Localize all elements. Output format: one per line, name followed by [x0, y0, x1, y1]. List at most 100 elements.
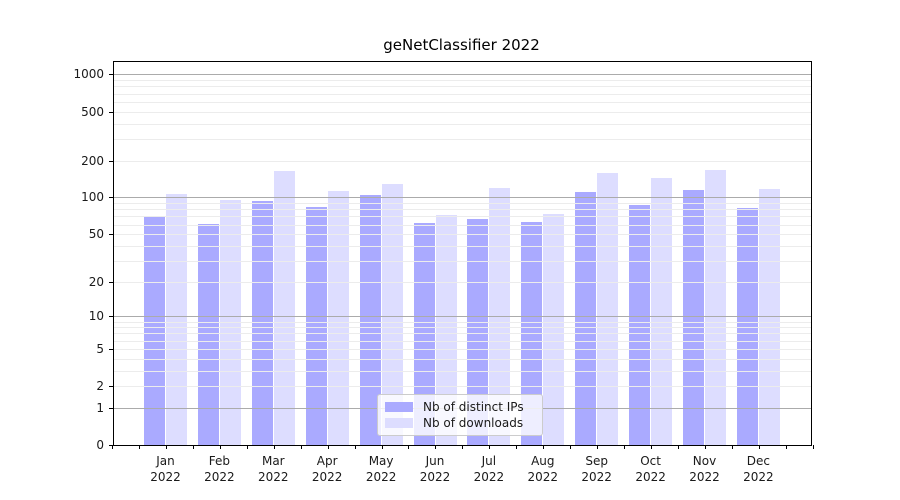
y-tick [109, 445, 113, 446]
x-tick [731, 445, 733, 449]
x-month-label: Jun 2022 [419, 454, 451, 484]
bar-downloads [273, 171, 295, 445]
y-tick [109, 407, 113, 409]
y-tick-label: 500 [81, 104, 104, 119]
x-tick [785, 445, 787, 449]
gridline-minor [114, 245, 811, 247]
y-tick [109, 316, 113, 318]
x-month-label: Jul 2022 [473, 454, 505, 484]
x-tick [219, 445, 221, 449]
x-month-label: Nov 2022 [689, 454, 720, 484]
legend: Nb of distinct IPs Nb of downloads [377, 394, 543, 436]
y-tick-label: 50 [88, 227, 104, 242]
x-month-label: Sep 2022 [581, 454, 612, 484]
x-tick [273, 445, 275, 449]
gridline-major [114, 316, 811, 318]
gridline-minor [114, 123, 811, 125]
y-tick [109, 197, 113, 199]
x-tick [435, 445, 437, 449]
bar-downloads [651, 178, 673, 445]
x-month-label: May 2022 [365, 454, 397, 484]
x-tick [327, 445, 329, 449]
x-tick [677, 445, 679, 449]
legend-swatch-distinct-ips [385, 402, 413, 412]
y-tick-label: 10 [88, 309, 104, 324]
y-tick [109, 160, 113, 162]
x-tick [543, 445, 545, 449]
gridline-minor [114, 281, 811, 283]
x-month-label: Oct 2022 [635, 454, 666, 484]
legend-entry-distinct-ips: Nb of distinct IPs [385, 399, 536, 415]
x-tick [246, 445, 248, 449]
bar-downloads [327, 190, 349, 445]
x-tick [408, 445, 410, 449]
y-tick [109, 281, 113, 283]
x-tick [704, 445, 706, 449]
x-tick [354, 445, 356, 449]
gridline-minor [114, 340, 811, 342]
y-tick-label: 200 [81, 153, 104, 168]
y-tick-label: 5 [96, 341, 104, 356]
legend-label-distinct-ips: Nb of distinct IPs [423, 400, 524, 414]
gridline-minor [114, 93, 811, 95]
gridline-minor [114, 138, 811, 140]
bar-distinct-ips [144, 215, 165, 445]
x-tick [138, 445, 140, 449]
x-tick [651, 445, 652, 449]
x-tick [489, 445, 491, 449]
x-tick [516, 445, 518, 449]
plot-area: 1000 500 200 100 50 20 10 5 2 1 0 Jan 2022 Feb 2022 M… [73, 61, 814, 484]
x-month-label: Feb 2022 [204, 454, 235, 484]
gridline-minor [114, 234, 811, 236]
bar-downloads [705, 170, 726, 445]
bar-distinct-ips [736, 207, 758, 445]
legend-swatch-downloads [385, 418, 413, 428]
x-tick [597, 445, 599, 449]
y-tick-label: 1 [96, 400, 104, 415]
bar-downloads [166, 193, 187, 445]
bar-downloads [543, 214, 565, 445]
gridline-minor [114, 203, 811, 205]
y-tick [109, 386, 113, 388]
bar-distinct-ips [683, 190, 704, 445]
y-tick [109, 111, 113, 113]
y-tick-label: 100 [81, 190, 104, 205]
x-tick [300, 445, 302, 449]
gridline-major [114, 197, 811, 199]
gridline-minor [114, 209, 811, 211]
x-month-label: Apr 2022 [311, 454, 343, 484]
gridline-minor [114, 333, 811, 335]
bar-distinct-ips [467, 219, 489, 445]
gridline-minor [114, 327, 811, 329]
x-tick [624, 445, 626, 449]
gridline-major [114, 74, 811, 76]
x-tick [462, 445, 464, 449]
x-tick [381, 445, 383, 449]
gridline-minor [114, 370, 811, 372]
y-tick [109, 234, 113, 236]
y-tick [109, 74, 113, 76]
gridline-minor [114, 111, 811, 113]
x-month-label: Jan 2022 [150, 454, 181, 484]
bar-distinct-ips [305, 206, 327, 445]
x-month-label: Mar 2022 [258, 454, 289, 484]
x-month-label: Aug 2022 [527, 454, 559, 484]
bar-downloads [381, 183, 403, 445]
y-tick-label: 0 [96, 438, 104, 452]
x-tick [758, 445, 760, 449]
legend-label-downloads: Nb of downloads [423, 416, 524, 430]
bar-distinct-ips [629, 204, 651, 445]
y-tick [109, 348, 113, 350]
x-tick [812, 445, 814, 449]
gridline-minor [114, 386, 811, 388]
y-tick-label: 2 [96, 379, 104, 394]
gridline-minor [114, 260, 811, 262]
x-month-label: Dec 2022 [743, 454, 774, 484]
gridline-minor [114, 160, 811, 162]
x-tick [192, 445, 194, 449]
y-tick-label: 20 [88, 274, 104, 289]
gridline-minor [114, 80, 811, 82]
y-tick-label: 1000 [73, 67, 104, 82]
gridline-minor [114, 86, 811, 88]
